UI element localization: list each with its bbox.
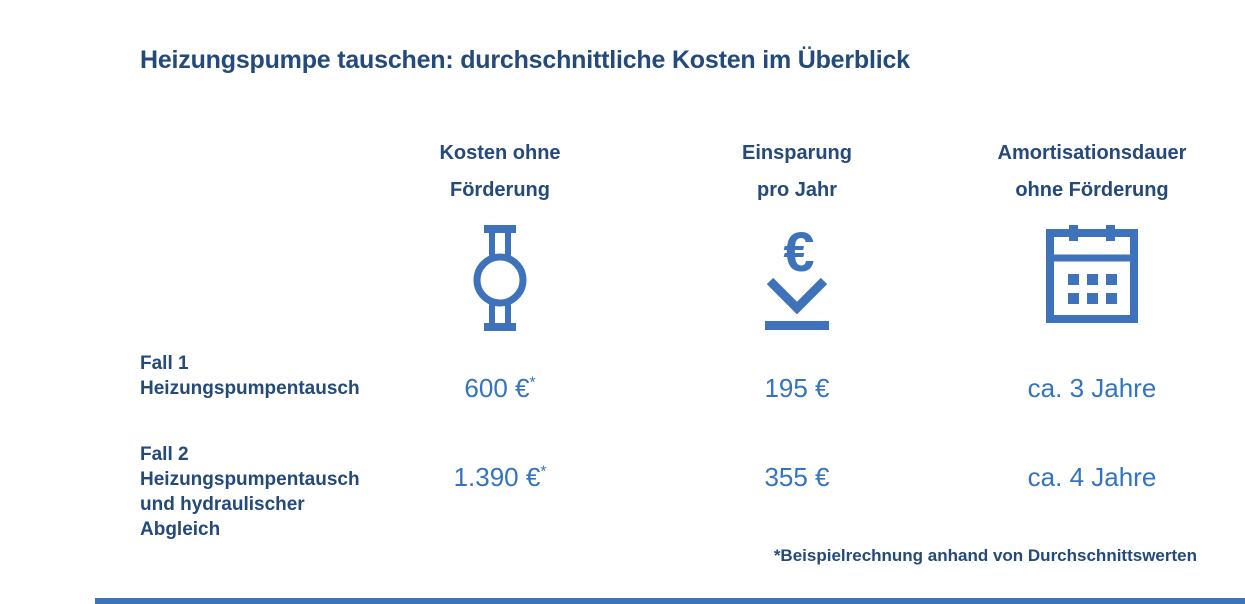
pump-icon: [390, 225, 610, 337]
case-description: Heizungspumpentausch und hydraulischer A…: [140, 469, 360, 540]
page-title: Heizungspumpe tauschen: durchschnittlich…: [140, 46, 910, 74]
case-number: Fall 2: [140, 444, 189, 465]
footnote-marker: *: [540, 463, 547, 481]
savings-value: 355 €: [764, 462, 830, 492]
column-header-line: ohne Förderung: [1015, 179, 1169, 201]
footnote-text: *Beispielrechnung anhand von Durchschnit…: [773, 546, 1197, 565]
cost-amount: 1.390 €: [453, 462, 541, 492]
table-header-row: Kosten ohne Förderung Einsparung pro Jah…: [0, 135, 1245, 209]
table-row-fall-2: Fall 2 Heizungspumpentausch und hydrauli…: [0, 442, 1245, 542]
case-number: Fall 1: [140, 353, 189, 374]
column-header-einsparung: Einsparung pro Jahr: [610, 135, 984, 209]
table-row-fall-1: Fall 1 Heizungspumpentausch 600 €* 195 €…: [0, 351, 1245, 404]
icon-spacer: [140, 225, 390, 337]
cost-value: 600 €*: [390, 351, 610, 404]
column-header-line: pro Jahr: [756, 179, 838, 201]
payback-value: ca. 4 Jahre: [1027, 462, 1157, 492]
column-header-line: Kosten ohne: [439, 142, 561, 164]
row-label: Fall 1 Heizungspumpentausch: [140, 351, 390, 401]
bottom-rule: [95, 598, 1245, 604]
euro-savings-icon: €: [610, 225, 984, 337]
svg-text:€: €: [783, 225, 814, 283]
icon-row: €: [0, 225, 1245, 337]
footnote-marker: *: [529, 374, 536, 392]
column-header-line: Förderung: [450, 179, 550, 201]
payback-value: ca. 3 Jahre: [1027, 373, 1157, 403]
column-header-line: Einsparung: [741, 142, 852, 164]
cost-amount: 600 €: [464, 373, 530, 403]
column-header-line: Amortisationsdauer: [997, 142, 1187, 164]
column-header-kosten: Kosten ohne Förderung: [390, 135, 610, 209]
column-header-amortisation: Amortisationsdauer ohne Förderung: [984, 135, 1200, 209]
header-spacer: [140, 135, 390, 209]
savings-value: 195 €: [764, 373, 830, 403]
cost-value: 1.390 €*: [390, 442, 610, 493]
row-label: Fall 2 Heizungspumpentausch und hydrauli…: [140, 442, 390, 542]
calendar-icon: [984, 225, 1200, 337]
case-description: Heizungspumpentausch: [140, 378, 360, 399]
